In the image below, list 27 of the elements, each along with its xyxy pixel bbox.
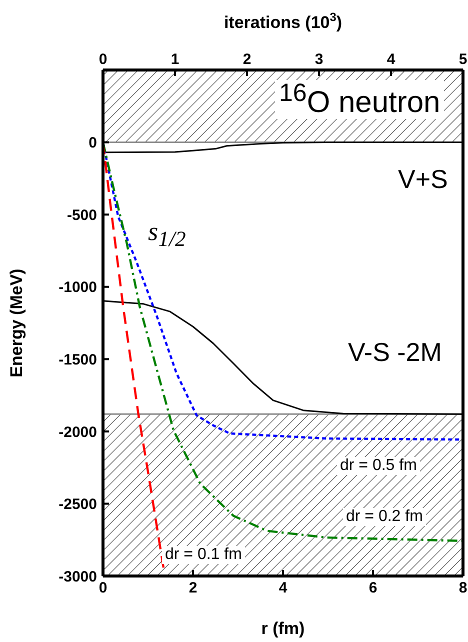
x-tick-label: 6 bbox=[368, 580, 378, 597]
series-label: dr = 0.5 fm bbox=[337, 457, 420, 475]
series-label: V+S bbox=[395, 164, 451, 194]
y-tick-label: -500 bbox=[66, 206, 97, 224]
x2-axis-title: iterations (10$^{3}$) bbox=[224, 10, 342, 32]
x-axis-title: r (fm) bbox=[261, 619, 305, 638]
y-tick-label: -2500 bbox=[58, 496, 97, 514]
y-tick-label: -1500 bbox=[58, 351, 97, 368]
x2-tick-label: 0 bbox=[98, 51, 108, 68]
y-tick-label: 0 bbox=[88, 134, 97, 152]
series-label: dr = 0.2 fm bbox=[343, 508, 426, 526]
y-axis-title: Energy (MeV) bbox=[7, 268, 26, 378]
y-tick-label: -3000 bbox=[58, 568, 97, 586]
x2-tick-label: 5 bbox=[458, 51, 468, 68]
annotation: $^{16}$O neutron bbox=[275, 79, 444, 119]
y-tick-label: -2000 bbox=[58, 424, 97, 441]
series-label: dr = 0.1 fm bbox=[162, 546, 245, 564]
x-tick-label: 4 bbox=[278, 580, 288, 597]
x2-tick-label: 2 bbox=[242, 51, 252, 68]
x2-tick-label: 3 bbox=[314, 51, 324, 68]
series-label: V-S -2M bbox=[345, 337, 445, 367]
x-tick-label: 2 bbox=[188, 580, 198, 597]
annotation: s$_{1/2}$ bbox=[148, 217, 186, 252]
x2-tick-label: 1 bbox=[170, 51, 180, 68]
y-tick-label: -1000 bbox=[58, 279, 97, 296]
x2-tick-label: 4 bbox=[386, 51, 396, 68]
x-tick-label: 8 bbox=[458, 580, 468, 597]
